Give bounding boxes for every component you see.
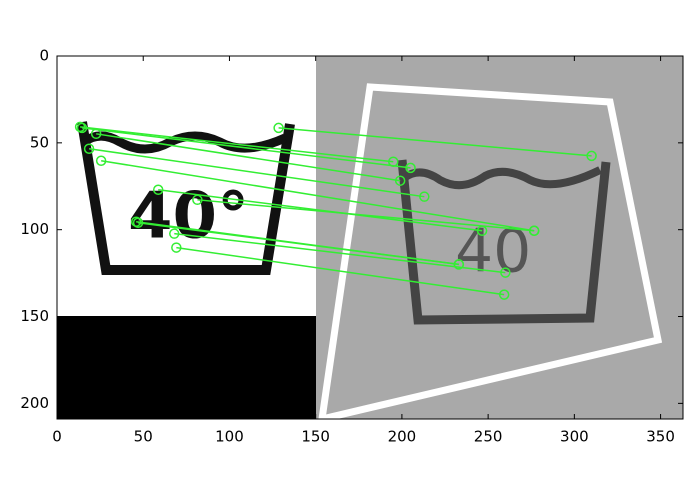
x-tick-label: 150 bbox=[301, 428, 330, 446]
keypoint bbox=[171, 242, 182, 253]
keypoint bbox=[192, 194, 203, 206]
y-tick-label: 0 bbox=[39, 47, 49, 65]
plot-frame bbox=[56, 55, 684, 420]
image: 40° 40 bbox=[57, 56, 683, 424]
x-tick-label: 200 bbox=[388, 428, 417, 446]
match-line bbox=[174, 232, 506, 274]
keypoint bbox=[76, 122, 88, 134]
x-tick-label: 300 bbox=[560, 428, 589, 446]
keypoint bbox=[273, 122, 284, 134]
svg-text:40°: 40° bbox=[128, 180, 249, 254]
match-line bbox=[96, 133, 401, 182]
keypoint bbox=[83, 143, 95, 154]
y-tick-label: 200 bbox=[20, 394, 49, 412]
keypoint bbox=[453, 259, 465, 270]
keypoint bbox=[528, 225, 540, 236]
match-line bbox=[176, 246, 505, 296]
keypoint bbox=[586, 150, 597, 162]
x-tick-label: 50 bbox=[134, 428, 153, 446]
y-tick-label: 100 bbox=[20, 220, 49, 238]
keypoint bbox=[152, 184, 164, 195]
match-line bbox=[197, 199, 535, 232]
keypoint bbox=[169, 228, 180, 239]
match-line bbox=[158, 188, 483, 232]
x-tick-label: 250 bbox=[474, 428, 503, 446]
match-line bbox=[88, 148, 425, 198]
match-line bbox=[137, 221, 459, 266]
keypoint bbox=[95, 155, 107, 166]
keypoint bbox=[498, 289, 510, 300]
keypoint bbox=[419, 191, 430, 202]
keypoint bbox=[405, 162, 416, 174]
y-tick-label: 150 bbox=[20, 307, 49, 325]
keypoint bbox=[132, 217, 144, 228]
keypoint bbox=[90, 128, 102, 140]
keypoint bbox=[394, 175, 406, 186]
match-line bbox=[278, 127, 592, 157]
x-tick-label: 100 bbox=[215, 428, 244, 446]
y-tick-label: 50 bbox=[30, 133, 49, 151]
match-line bbox=[81, 127, 411, 169]
x-tick-label: 0 bbox=[52, 428, 62, 446]
x-tick-label: 350 bbox=[646, 428, 675, 446]
keypoint bbox=[500, 267, 511, 278]
match-line bbox=[80, 126, 394, 163]
match-line bbox=[101, 159, 535, 232]
